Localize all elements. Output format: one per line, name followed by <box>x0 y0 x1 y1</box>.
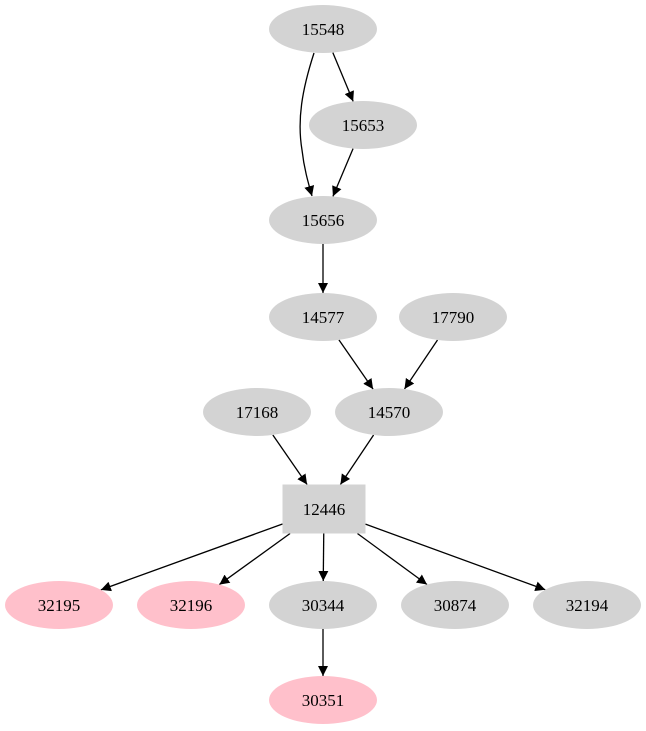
node-label: 14570 <box>368 403 411 422</box>
edge-12446-32196 <box>218 532 291 586</box>
node-shape <box>282 484 366 534</box>
edge-14577-14570 <box>338 339 374 390</box>
node-label: 32195 <box>38 596 81 615</box>
edge-15653-15656 <box>332 148 354 197</box>
node-label: 30351 <box>302 691 345 710</box>
node-label: 14577 <box>302 308 345 327</box>
node-label: 30344 <box>302 596 345 615</box>
edge-12446-30874 <box>357 532 428 586</box>
node-17168: 17168 <box>203 388 311 436</box>
edge-12446-32194 <box>365 523 546 592</box>
node-14570: 14570 <box>335 388 443 436</box>
edge-15548-15656 <box>299 52 315 197</box>
node-shape <box>269 676 377 724</box>
node-30874: 30874 <box>401 581 509 629</box>
node-15548: 15548 <box>269 5 377 53</box>
edge-14570-12446 <box>339 434 375 485</box>
edge-15548-15653 <box>332 52 354 102</box>
node-30351: 30351 <box>269 676 377 724</box>
node-17790: 17790 <box>399 293 507 341</box>
nodes-group: 15548 15653 15656 14577 17790 17168 14570 12446… <box>5 5 641 724</box>
node-12446: 12446 <box>282 484 366 534</box>
node-14577: 14577 <box>269 293 377 341</box>
edges-group <box>100 52 546 676</box>
edge-17168-12446 <box>272 434 308 485</box>
edge-12446-32195 <box>100 523 283 592</box>
node-shape <box>335 388 443 436</box>
node-shape <box>269 5 377 53</box>
node-label: 17168 <box>236 403 279 422</box>
node-label: 32196 <box>170 596 213 615</box>
node-label: 15653 <box>342 116 385 135</box>
node-15656: 15656 <box>269 196 377 244</box>
node-15653: 15653 <box>309 101 417 149</box>
node-shape <box>533 581 641 629</box>
node-32195: 32195 <box>5 581 113 629</box>
node-shape <box>137 581 245 629</box>
node-label: 30874 <box>434 596 477 615</box>
node-30344: 30344 <box>269 581 377 629</box>
node-label: 12446 <box>303 500 346 519</box>
node-32194: 32194 <box>533 581 641 629</box>
node-label: 15548 <box>302 20 345 39</box>
node-shape <box>399 293 507 341</box>
node-label: 17790 <box>432 308 475 327</box>
node-32196: 32196 <box>137 581 245 629</box>
node-shape <box>269 581 377 629</box>
edge-17790-14570 <box>403 339 439 390</box>
node-shape <box>5 581 113 629</box>
node-shape <box>203 388 311 436</box>
node-label: 32194 <box>566 596 609 615</box>
node-shape <box>309 101 417 149</box>
node-shape <box>269 293 377 341</box>
node-shape <box>401 581 509 629</box>
node-shape <box>269 196 377 244</box>
node-label: 15656 <box>302 211 345 230</box>
